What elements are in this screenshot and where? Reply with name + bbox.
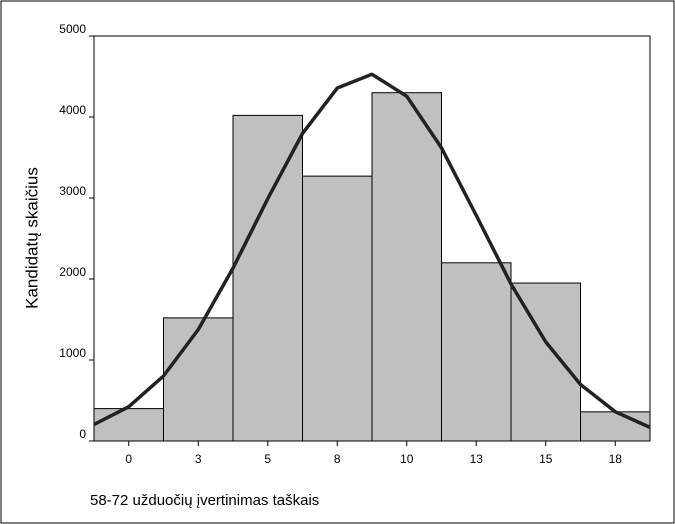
x-tick-label: 0: [125, 452, 132, 466]
y-tick-label: 4000: [59, 103, 86, 117]
x-tick-label: 10: [400, 452, 414, 466]
bar: [93, 408, 164, 442]
bar: [163, 317, 234, 442]
y-tick-label: 5000: [59, 22, 86, 36]
x-tick-label: 8: [334, 452, 341, 466]
x-tick-label: 5: [264, 452, 271, 466]
y-tick-label: 2000: [59, 265, 86, 279]
bar: [510, 282, 581, 442]
bar: [371, 92, 442, 442]
y-tick-label: 3000: [59, 184, 86, 198]
x-tick-label: 18: [609, 452, 623, 466]
normal-curve: [93, 72, 651, 429]
bar: [441, 262, 512, 442]
y-tick-label: 0: [79, 427, 86, 441]
x-tick-label: 13: [470, 452, 484, 466]
y-axis-title: Kandidatų skaičius: [22, 167, 41, 309]
x-tick-label: 3: [195, 452, 202, 466]
bar: [302, 175, 373, 442]
bar: [580, 411, 651, 442]
bar: [232, 114, 303, 442]
x-axis-title: 58-72 užduočių įvertinimas taškais: [90, 492, 319, 509]
x-tick-label: 15: [539, 452, 553, 466]
y-tick-label: 1000: [59, 346, 86, 360]
